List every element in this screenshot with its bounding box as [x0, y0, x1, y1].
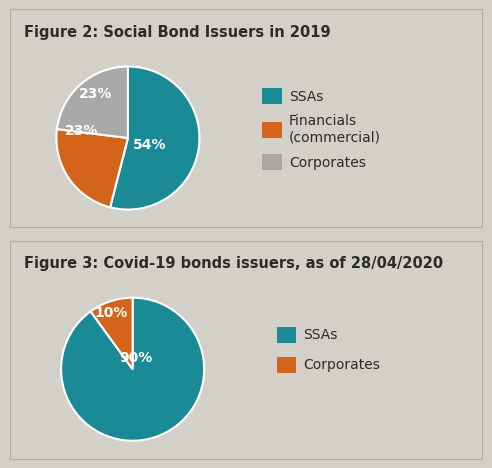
Legend: SSAs, Financials
(commercial), Corporates: SSAs, Financials (commercial), Corporate… — [262, 88, 381, 170]
Text: Figure 3: Covid-19 bonds issuers, as of 28/04/2020: Figure 3: Covid-19 bonds issuers, as of … — [24, 256, 443, 271]
Text: Figure 2: Social Bond Issuers in 2019: Figure 2: Social Bond Issuers in 2019 — [24, 25, 331, 40]
Legend: SSAs, Corporates: SSAs, Corporates — [277, 327, 380, 373]
